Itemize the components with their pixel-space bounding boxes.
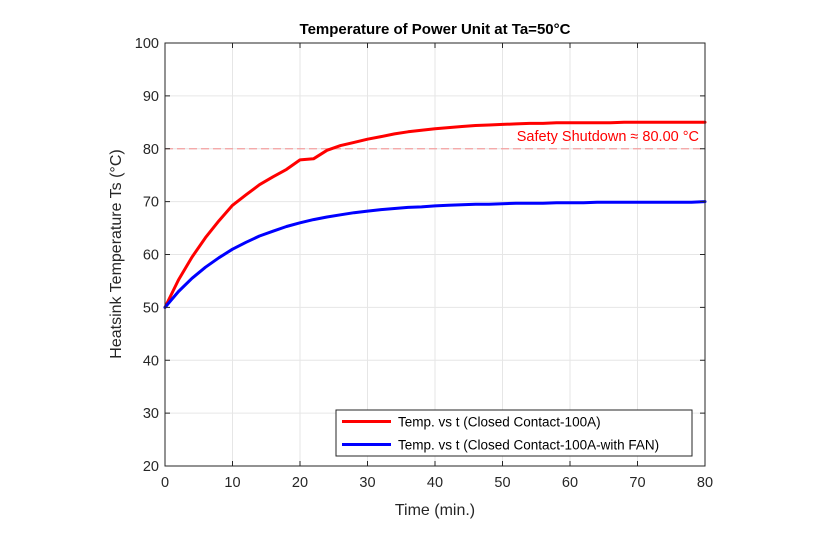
legend-box (335, 409, 693, 457)
x-tick-label: 70 (629, 475, 645, 491)
x-axis-label: Time (min.) (395, 502, 475, 519)
legend: Temp. vs t (Closed Contact-100A) Temp. vs… (335, 409, 693, 457)
x-tick-label: 0 (161, 475, 169, 491)
chart-title: Temperature of Power Unit at Ta=50°C (300, 21, 571, 38)
x-tick-label: 80 (697, 475, 713, 491)
x-tick-label: 40 (427, 475, 443, 491)
data-series (163, 120, 707, 309)
x-tick-label: 30 (359, 475, 375, 491)
series-line-1 (163, 120, 707, 309)
x-axis-ticks: 0 10 20 30 40 50 60 70 80 (161, 43, 713, 491)
y-tick-label: 70 (143, 195, 159, 211)
legend-label-1: Temp. vs t (Closed Contact-100A) (398, 415, 601, 430)
x-tick-label: 10 (224, 475, 240, 491)
safety-shutdown-label: Safety Shutdown ≈ 80.00 °C (517, 129, 699, 145)
y-tick-label: 30 (143, 406, 159, 422)
x-tick-label: 20 (292, 475, 308, 491)
y-tick-label: 80 (143, 142, 159, 158)
legend-label-2: Temp. vs t (Closed Contact-100A-with FAN… (398, 438, 659, 453)
y-tick-label: 60 (143, 248, 159, 264)
y-tick-label: 40 (143, 353, 159, 369)
y-tick-label: 90 (143, 89, 159, 105)
y-tick-label: 100 (135, 36, 159, 52)
x-tick-label: 50 (494, 475, 510, 491)
y-tick-label: 50 (143, 300, 159, 316)
y-axis-ticks: 20 30 40 50 60 70 80 90 100 (135, 36, 705, 475)
y-tick-label: 20 (143, 459, 159, 475)
series-line-2 (163, 200, 707, 309)
x-tick-label: 60 (562, 475, 578, 491)
y-axis-label: Heatsink Temperature Ts (°C) (108, 149, 125, 358)
